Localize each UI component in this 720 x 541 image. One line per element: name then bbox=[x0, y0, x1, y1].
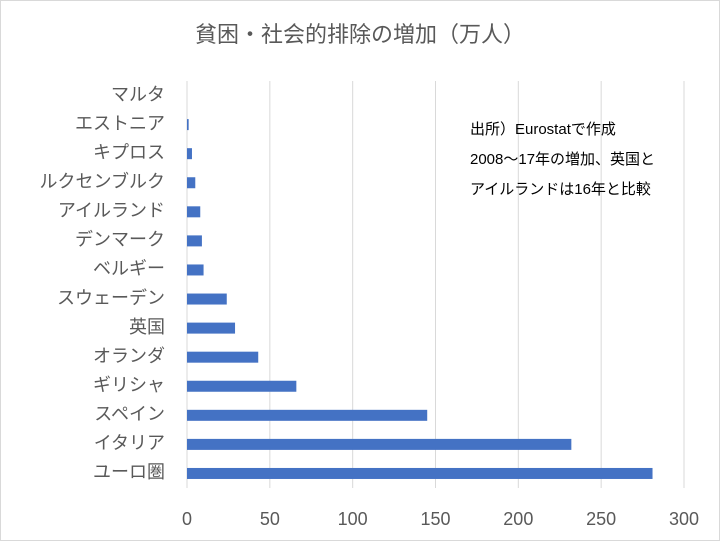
y-tick-label: キプロス bbox=[93, 142, 165, 162]
bar bbox=[187, 322, 236, 334]
bar bbox=[187, 148, 192, 160]
bar bbox=[187, 438, 572, 450]
bar bbox=[187, 351, 259, 363]
annotation: 出所）Eurostatで作成 bbox=[470, 121, 616, 138]
y-tick-label: ギリシャ bbox=[93, 375, 165, 395]
annotation: 2008～17年の増加、英国と bbox=[470, 150, 655, 168]
bar bbox=[187, 467, 653, 479]
y-tick-label: イタリア bbox=[94, 433, 165, 453]
bar bbox=[187, 380, 297, 392]
bar bbox=[187, 177, 196, 189]
y-tick-label: スウェーデン bbox=[57, 288, 165, 308]
x-tick-label: 200 bbox=[503, 509, 533, 529]
bar bbox=[187, 119, 189, 131]
bar bbox=[187, 264, 204, 276]
y-tick-label: 英国 bbox=[129, 317, 165, 337]
y-tick-label: デンマーク bbox=[75, 230, 165, 250]
y-tick-label: アイルランド bbox=[58, 201, 165, 221]
y-tick-label: マルタ bbox=[111, 84, 165, 104]
x-tick-label: 0 bbox=[182, 509, 192, 529]
y-tick-label: ユーロ圏 bbox=[93, 462, 165, 482]
y-tick-label: ルクセンブルク bbox=[40, 171, 165, 192]
bar bbox=[187, 206, 201, 218]
y-tick-label: ベルギー bbox=[93, 259, 165, 279]
bar bbox=[187, 235, 202, 247]
x-tick-label: 250 bbox=[586, 509, 616, 529]
bar bbox=[187, 293, 227, 305]
x-tick-label: 300 bbox=[669, 509, 699, 529]
y-tick-label: スペイン bbox=[94, 404, 165, 424]
x-tick-label: 100 bbox=[338, 509, 368, 529]
annotation: アイルランドは16年と比較 bbox=[470, 180, 651, 198]
y-tick-label: オランダ bbox=[93, 346, 165, 366]
y-tick-label: エストニア bbox=[75, 113, 165, 133]
bar bbox=[187, 409, 428, 421]
x-tick-label: 150 bbox=[420, 509, 450, 529]
chart-title: 貧困・社会的排除の増加（万人） bbox=[195, 22, 525, 47]
x-tick-label: 50 bbox=[260, 509, 280, 529]
